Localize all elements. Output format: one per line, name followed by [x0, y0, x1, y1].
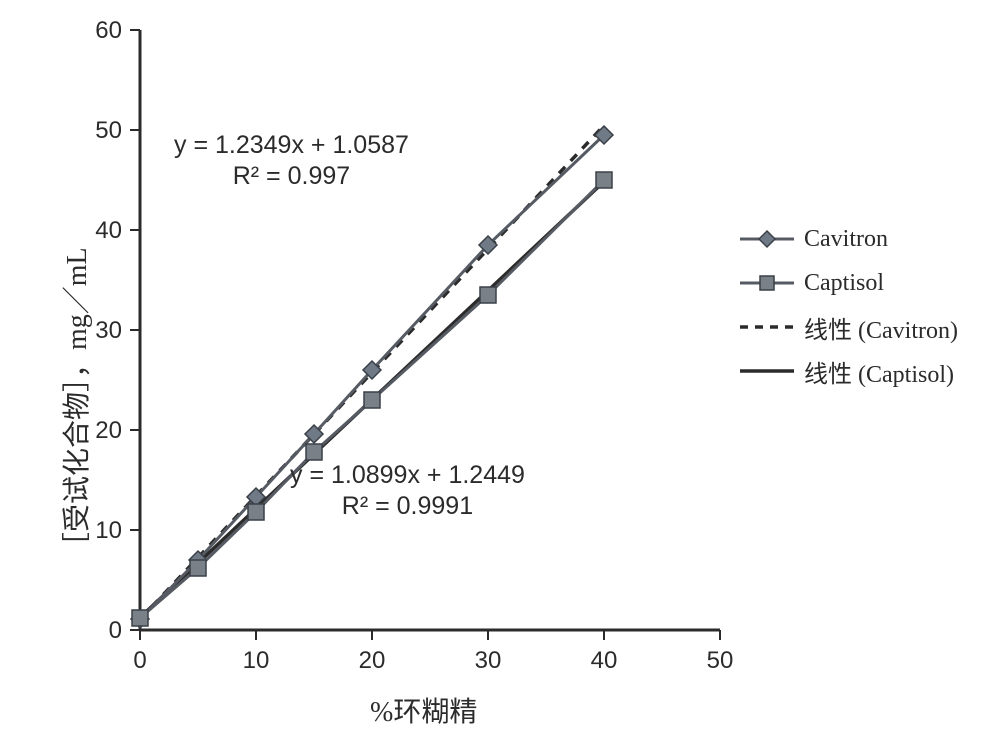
legend-label: Cavitron	[804, 226, 888, 253]
equation-captisol: y = 1.0899x + 1.2449 R² = 0.9991	[290, 460, 525, 523]
x-tick-label: 30	[475, 647, 502, 674]
legend-item-cavitron_data: Cavitron	[740, 225, 958, 253]
marker-captisol	[480, 287, 496, 303]
x-tick-label: 0	[133, 647, 146, 674]
marker-captisol	[306, 444, 322, 460]
legend-swatch	[740, 269, 794, 297]
y-tick-label: 40	[95, 217, 122, 244]
x-tick-label: 50	[707, 647, 734, 674]
x-tick-label: 20	[359, 647, 386, 674]
legend-label: 线性 (Cavitron)	[804, 310, 958, 345]
y-tick-label: 10	[95, 517, 122, 544]
marker-captisol	[364, 392, 380, 408]
marker-captisol	[596, 172, 612, 188]
legend-swatch	[740, 225, 794, 253]
x-tick-label: 10	[243, 647, 270, 674]
equation-cavitron: y = 1.2349x + 1.0587 R² = 0.997	[174, 130, 409, 193]
y-tick-label: 60	[95, 17, 122, 44]
marker-captisol	[248, 504, 264, 520]
legend-item-cavitron_fit: 线性 (Cavitron)	[740, 313, 958, 341]
legend-swatch	[740, 357, 794, 385]
legend-label: Captisol	[804, 270, 884, 297]
chart-canvas: ［受试化合物］，mg／mL %环糊精 010203040500102030405…	[0, 0, 1000, 747]
legend-item-captisol_data: Captisol	[740, 269, 958, 297]
legend-swatch	[740, 313, 794, 341]
y-tick-label: 50	[95, 117, 122, 144]
marker-captisol	[132, 610, 148, 626]
x-tick-label: 40	[591, 647, 618, 674]
legend: Cavitron Captisol 线性 (Cavitron) 线性 (Captiso…	[740, 225, 958, 401]
legend-label: 线性 (Captisol)	[804, 354, 954, 389]
legend-item-captisol_fit: 线性 (Captisol)	[740, 357, 958, 385]
y-tick-label: 0	[109, 617, 122, 644]
marker-captisol	[190, 560, 206, 576]
y-tick-label: 30	[95, 317, 122, 344]
y-tick-label: 20	[95, 417, 122, 444]
